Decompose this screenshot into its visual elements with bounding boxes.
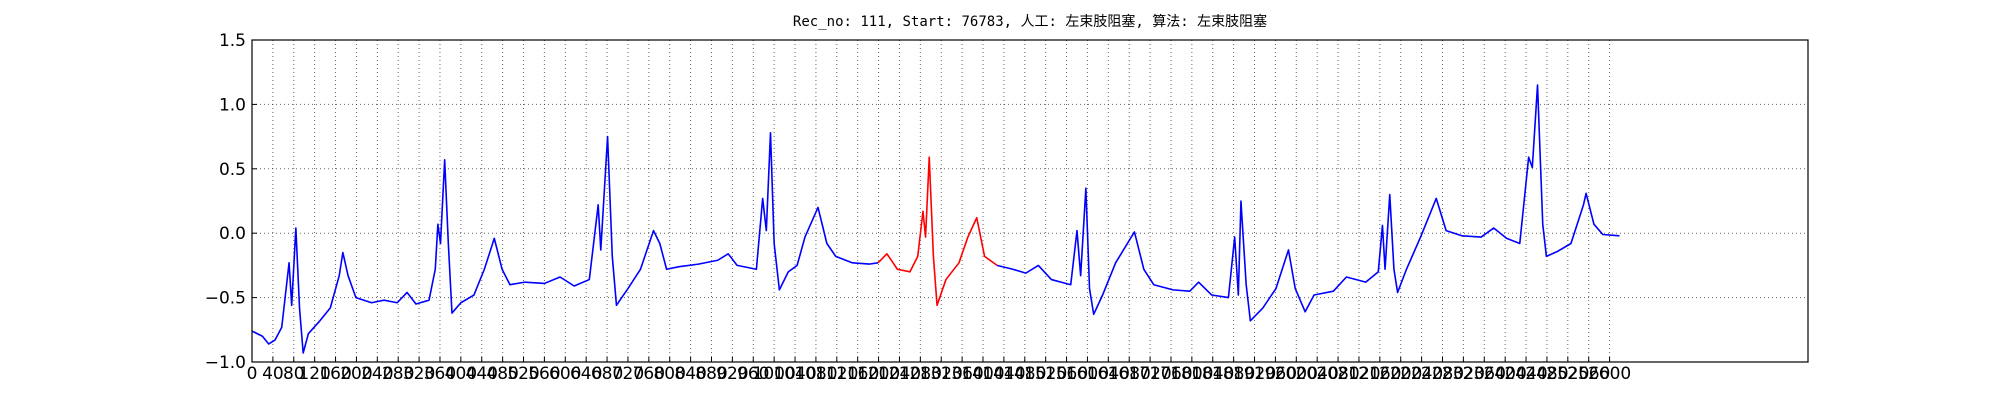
x-tick-label: 1680 xyxy=(1108,364,1151,384)
x-tick-label: 1920 xyxy=(1233,364,1276,384)
y-tick-label: 1.5 xyxy=(219,31,246,51)
y-tick-label: −1.0 xyxy=(205,353,246,373)
x-tick-label: 960 xyxy=(737,364,769,384)
chart-title: Rec_no: 111, Start: 76783, 人工: 左束肢阻塞, 算法… xyxy=(793,13,1267,30)
x-tick-label: 1280 xyxy=(899,364,942,384)
x-tick-label: 1240 xyxy=(878,364,921,384)
x-tick-label: 200 xyxy=(340,364,372,384)
x-tick-label: 760 xyxy=(633,364,665,384)
x-tick-label: 1880 xyxy=(1212,364,1255,384)
x-tick-label: 2160 xyxy=(1358,364,1401,384)
x-tick-label: 1320 xyxy=(920,364,963,384)
x-tick-label: 400 xyxy=(445,364,477,384)
x-tick-label: 1520 xyxy=(1024,364,1067,384)
x-tick-label: 1440 xyxy=(982,364,1025,384)
x-tick-label: 440 xyxy=(466,364,498,384)
x-tick-label: 40 xyxy=(262,364,284,384)
x-tick-label: 2360 xyxy=(1463,364,1506,384)
ecg-line xyxy=(877,156,998,307)
x-tick-label: 2440 xyxy=(1504,364,1547,384)
x-tick-label: 120 xyxy=(298,364,330,384)
x-tick-label: 2120 xyxy=(1337,364,1380,384)
x-tick-label: 680 xyxy=(591,364,623,384)
x-tick-label: 560 xyxy=(528,364,560,384)
x-tick-label: 2040 xyxy=(1296,364,1339,384)
x-tick-label: 880 xyxy=(695,364,727,384)
x-tick-label: 1840 xyxy=(1191,364,1234,384)
x-tick-label: 2600 xyxy=(1588,364,1631,384)
x-tick-label: 2240 xyxy=(1400,364,1443,384)
lines xyxy=(251,84,1620,354)
x-tick-label: 2200 xyxy=(1379,364,1422,384)
x-tick-label: 320 xyxy=(403,364,435,384)
x-tick-label: 1160 xyxy=(836,364,879,384)
x-tick-label: 480 xyxy=(486,364,518,384)
x-tick-label: 0 xyxy=(247,364,258,384)
x-tick-label: 160 xyxy=(319,364,351,384)
y-tick-label: 0.0 xyxy=(219,224,246,244)
x-tick-label: 2280 xyxy=(1421,364,1464,384)
x-tick-label: 2520 xyxy=(1546,364,1589,384)
plot-frame xyxy=(251,39,1809,363)
x-tick-label: 1600 xyxy=(1066,364,1109,384)
x-tick-label: 1560 xyxy=(1045,364,1088,384)
y-tick-label: 0.5 xyxy=(219,160,246,180)
y-tick-label: −0.5 xyxy=(205,289,246,309)
x-tick-label: 920 xyxy=(716,364,748,384)
x-tick-label: 2560 xyxy=(1567,364,1610,384)
x-tick-label: 360 xyxy=(424,364,456,384)
x-tick-label: 600 xyxy=(549,364,581,384)
x-tick-label: 800 xyxy=(653,364,685,384)
x-tick-label: 240 xyxy=(361,364,393,384)
x-tick-label: 1760 xyxy=(1149,364,1192,384)
x-tick-label: 1400 xyxy=(961,364,1004,384)
x-tick-label: 2320 xyxy=(1442,364,1485,384)
x-tick-label: 840 xyxy=(674,364,706,384)
grid xyxy=(251,39,1808,363)
x-tick-label: 1040 xyxy=(773,364,816,384)
x-tick-label: 2400 xyxy=(1484,364,1527,384)
x-tick-label: 2480 xyxy=(1525,364,1568,384)
x-tick-label: 520 xyxy=(507,364,539,384)
x-tick-label: 1360 xyxy=(940,364,983,384)
labels: 0 40 8012016020024028032036040044048052056… xyxy=(205,31,1631,384)
x-tick-label: 640 xyxy=(570,364,602,384)
x-tick-label: 1480 xyxy=(1003,364,1046,384)
x-tick-label: 2000 xyxy=(1275,364,1318,384)
x-tick-label: 80 xyxy=(283,364,305,384)
x-tick-label: 1720 xyxy=(1128,364,1171,384)
x-tick-label: 1800 xyxy=(1170,364,1213,384)
x-tick-label: 1960 xyxy=(1254,364,1297,384)
ecg-line xyxy=(251,84,1620,354)
x-tick-label: 1640 xyxy=(1087,364,1130,384)
y-tick-label: 1.0 xyxy=(219,95,246,115)
x-tick-label: 1080 xyxy=(794,364,837,384)
x-tick-label: 720 xyxy=(612,364,644,384)
x-tick-label: 1200 xyxy=(857,364,900,384)
x-tick-label: 1000 xyxy=(753,364,796,384)
x-tick-label: 1120 xyxy=(815,364,858,384)
x-tick-label: 280 xyxy=(382,364,414,384)
x-tick-label: 2080 xyxy=(1316,364,1359,384)
